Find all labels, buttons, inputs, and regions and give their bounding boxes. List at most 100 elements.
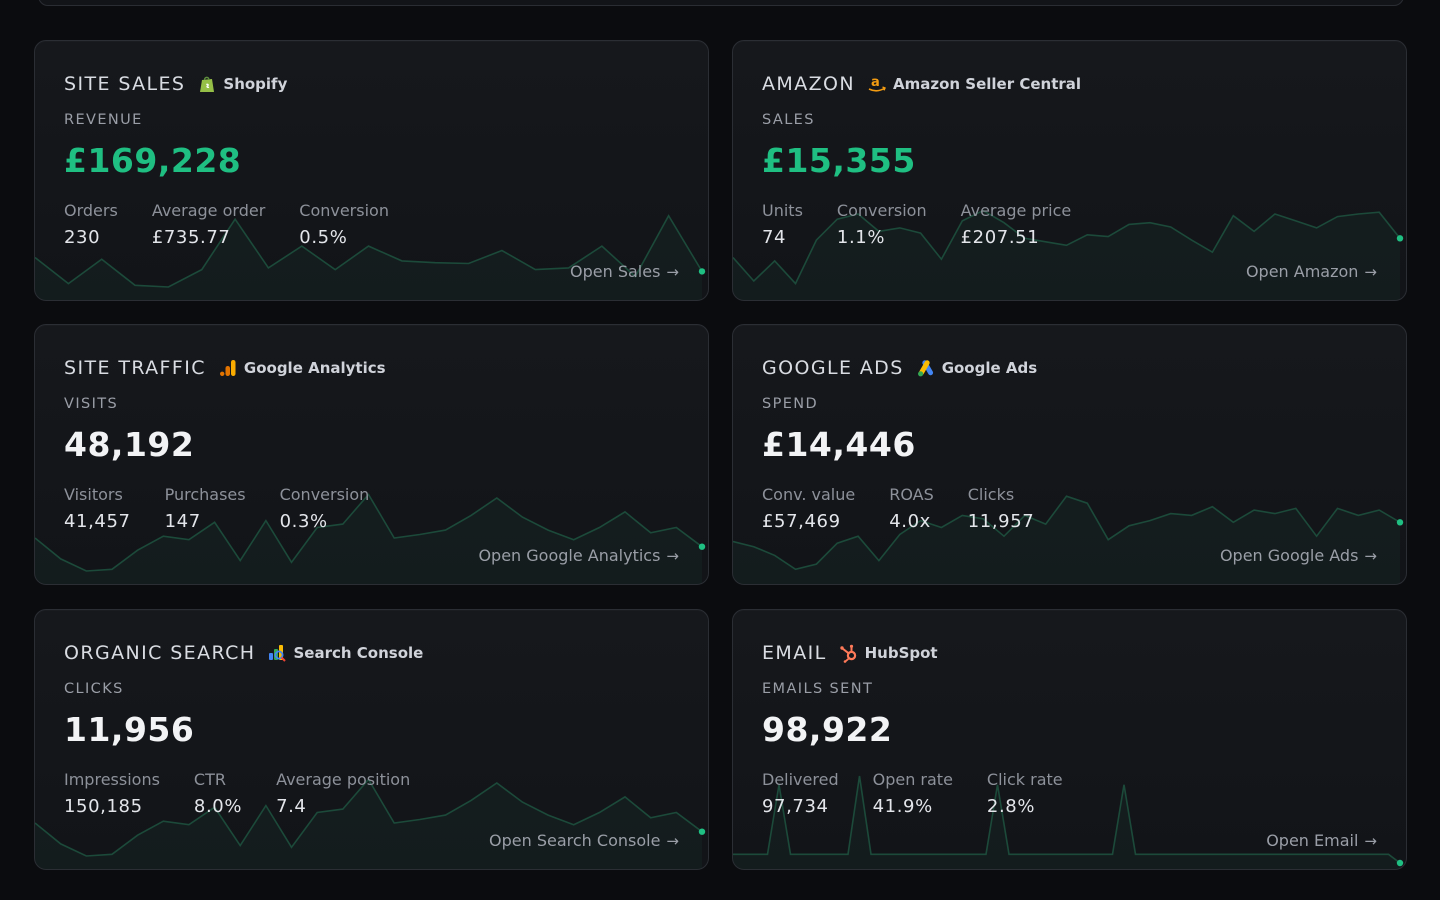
sparkline-area (733, 496, 1400, 584)
source-badge: Shopify (197, 74, 287, 94)
open-link-label: Open Search Console (489, 831, 661, 850)
sparkline-chart (733, 209, 1404, 300)
stat-value: 41,457 (64, 511, 131, 532)
stat-label: Orders (64, 201, 118, 220)
integration-card-site-sales: SITE SALES Shopify REVENUE £169,228 Orde… (34, 40, 709, 301)
integration-card-google-ads: GOOGLE ADS Google Ads SPEND £14,446 Conv… (732, 324, 1407, 585)
stat-value: 41.9% (872, 796, 933, 817)
open-site-traffic-link[interactable]: Open Google Analytics → (478, 546, 679, 565)
stat-label: Conversion (279, 485, 370, 504)
stat-item: Average position 7.4 (276, 770, 410, 817)
metric-label: SALES (762, 112, 815, 128)
stat-item: Conversion 0.3% (280, 485, 370, 532)
stat-item: ROAS 4.0x (889, 485, 934, 532)
metric-value: 11,956 (64, 710, 195, 749)
card-title: AMAZON (762, 73, 855, 95)
integration-card-amazon: AMAZON a Amazon Seller Central SALES £15… (732, 40, 1407, 301)
integration-card-site-traffic: SITE TRAFFIC Google Analytics VISITS 48,… (34, 324, 709, 585)
arrow-right-icon: → (666, 546, 679, 565)
stat-label: Conversion (836, 201, 927, 220)
card-title: SITE TRAFFIC (64, 357, 206, 379)
stat-item: Conversion 1.1% (837, 201, 927, 248)
stat-item: Orders 230 (64, 201, 118, 248)
metric-label: CLICKS (64, 681, 124, 697)
source-badge: HubSpot (839, 643, 938, 663)
open-amazon-link[interactable]: Open Amazon → (1246, 262, 1377, 281)
shopify-bag-icon (197, 74, 217, 94)
metric-label: VISITS (64, 396, 119, 412)
open-link-label: Open Google Ads (1219, 546, 1359, 565)
stat-item: Delivered 97,734 (762, 770, 839, 817)
open-site-sales-link[interactable]: Open Sales → (570, 262, 679, 281)
sparkline-line (35, 778, 703, 857)
metric-value: 98,922 (762, 710, 893, 749)
sparkline-area (35, 215, 702, 300)
stat-value: 8.0% (193, 796, 243, 817)
stat-item: Visitors 41,457 (64, 485, 131, 532)
card-header: SITE TRAFFIC Google Analytics (64, 356, 386, 380)
source-badge: a Amazon Seller Central (867, 74, 1081, 94)
stat-label: CTR (193, 770, 226, 789)
stat-item: Click rate 2.8% (987, 770, 1063, 817)
source-badge: Search Console (267, 643, 423, 663)
sparkline-line (35, 214, 703, 288)
stat-item: Purchases 147 (165, 485, 246, 532)
open-email-link[interactable]: Open Email → (1266, 831, 1377, 850)
sparkline-line (733, 209, 1401, 286)
metric-label: EMAILS SENT (762, 681, 874, 697)
stat-item: Conversion 0.5% (299, 201, 389, 248)
metric-value: 48,192 (64, 425, 195, 464)
stat-label: Average price (960, 201, 1072, 220)
card-header: GOOGLE ADS Google Ads (762, 356, 1037, 380)
stat-label: Purchases (164, 485, 246, 504)
stat-label: Average order (151, 201, 266, 220)
stat-value: 0.5% (299, 227, 348, 248)
stat-value: 0.3% (279, 511, 328, 532)
open-link-label: Open Google Analytics (478, 546, 661, 565)
source-badge: Google Analytics (218, 358, 386, 378)
stats-row: Units 74 Conversion 1.1% Average price £207.5… (762, 201, 1105, 248)
search-console-icon (267, 643, 287, 663)
sparkline-chart (733, 495, 1404, 584)
stats-row: Impressions 150,185 CTR 8.0% Average positio… (64, 770, 444, 817)
svg-text:a: a (871, 75, 880, 90)
sparkline-end-dot (698, 268, 706, 275)
stat-label: Impressions (64, 770, 160, 789)
stat-label: Units (762, 201, 803, 220)
stat-item: CTR 8.0% (194, 770, 242, 817)
metric-label: SPEND (762, 396, 819, 412)
metric-label: REVENUE (64, 112, 143, 128)
stats-row: Visitors 41,457 Purchases 147 Conversion 0.3% (64, 485, 403, 532)
open-organic-search-link[interactable]: Open Search Console → (489, 831, 679, 850)
stat-item: Average price £207.51 (961, 201, 1072, 248)
stat-label: Delivered (762, 770, 839, 789)
sparkline-end-dot (698, 543, 706, 550)
hubspot-sprocket-icon (839, 643, 859, 663)
stat-value: £207.51 (960, 227, 1040, 248)
stat-value: 4.0x (889, 511, 931, 532)
card-header: AMAZON a Amazon Seller Central (762, 72, 1081, 96)
stat-value: 1.1% (836, 227, 886, 248)
arrow-right-icon: → (666, 831, 679, 850)
card-header: EMAIL HubSpot (762, 641, 938, 665)
source-name: Google Analytics (243, 359, 386, 377)
stat-item: Average order £735.77 (152, 201, 265, 248)
google-ads-icon (916, 358, 936, 378)
source-name: Google Ads (941, 359, 1038, 377)
stat-item: Clicks 11,957 (968, 485, 1035, 532)
stat-value: 147 (164, 511, 201, 532)
stat-value: 7.4 (276, 796, 307, 817)
source-name: HubSpot (864, 644, 938, 662)
open-google-ads-link[interactable]: Open Google Ads → (1220, 546, 1377, 565)
arrow-right-icon: → (1364, 546, 1377, 565)
card-title: ORGANIC SEARCH (64, 642, 256, 664)
stat-value: 230 (64, 227, 101, 248)
sparkline-line (35, 493, 703, 572)
sparkline-area (35, 494, 702, 584)
integration-card-email: EMAIL HubSpot EMAILS SENT 98,922 Deliver… (732, 609, 1407, 870)
stat-label: ROAS (889, 485, 934, 504)
open-link-label: Open Sales (570, 262, 661, 281)
stat-value: £57,469 (762, 511, 841, 532)
integration-card-organic-search: ORGANIC SEARCH Search Console CLICKS 11,… (34, 609, 709, 870)
stats-row: Orders 230 Average order £735.77 Conversion 0… (64, 201, 423, 248)
